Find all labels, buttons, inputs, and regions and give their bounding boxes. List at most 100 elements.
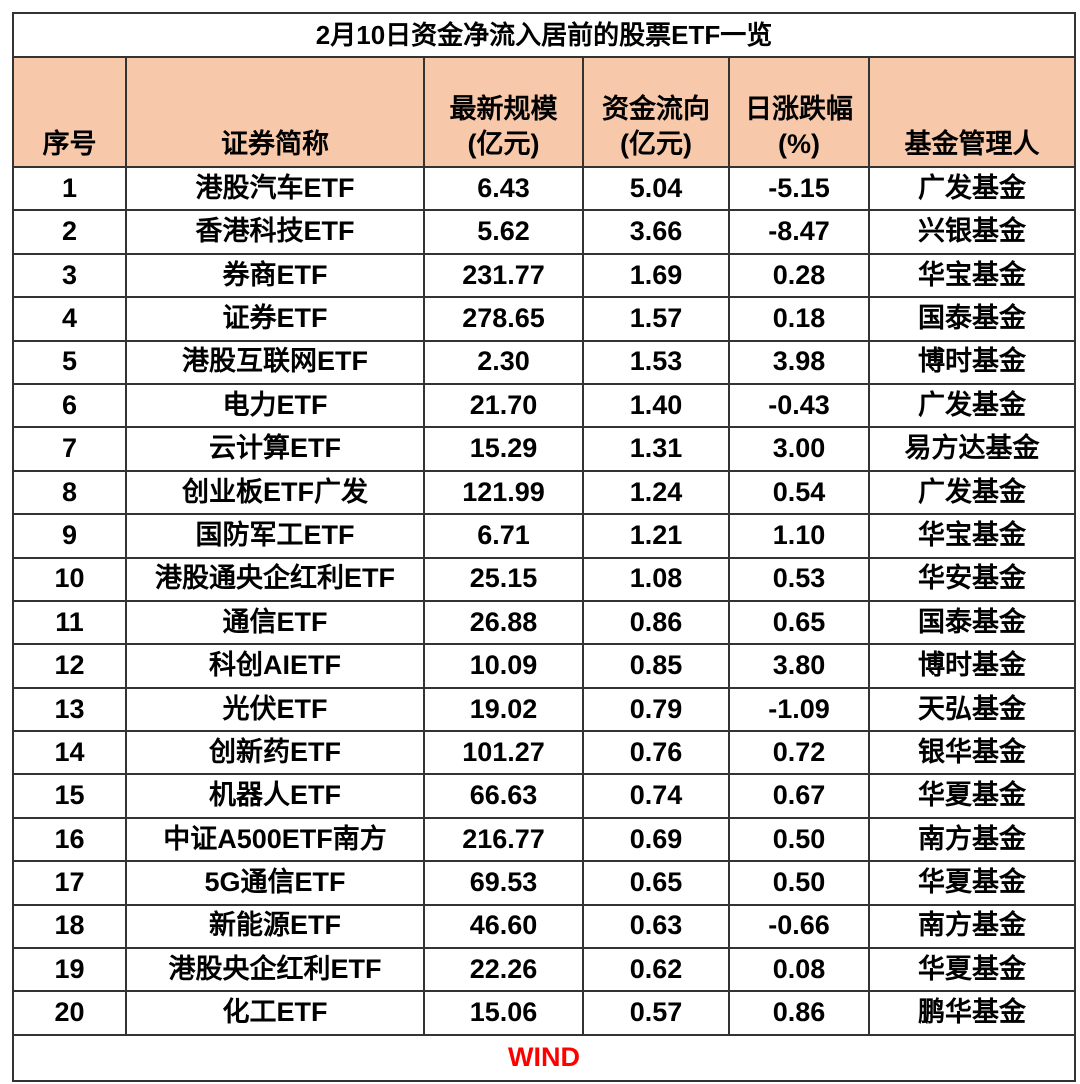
header-index: 序号 bbox=[12, 56, 127, 168]
cell-index: 4 bbox=[12, 296, 127, 342]
table-row: 3 券商ETF 231.77 1.69 0.28 华宝基金 bbox=[12, 252, 1077, 299]
table-title: 2月10日资金净流入居前的股票ETF一览 bbox=[11, 12, 1077, 58]
cell-net-flow: 0.86 bbox=[582, 599, 730, 646]
cell-security-name: 光伏ETF bbox=[125, 686, 425, 733]
cell-net-flow: 0.85 bbox=[582, 643, 730, 689]
cell-daily-change: -1.09 bbox=[728, 686, 870, 733]
cell-index: 14 bbox=[12, 730, 127, 776]
cell-net-flow: 0.74 bbox=[582, 773, 730, 819]
cell-scale: 25.15 bbox=[423, 556, 584, 602]
cell-index: 12 bbox=[12, 643, 127, 689]
cell-security-name: 创新药ETF bbox=[125, 730, 425, 776]
cell-index: 11 bbox=[12, 599, 127, 646]
cell-security-name: 港股通央企红利ETF bbox=[125, 556, 425, 602]
cell-daily-change: 0.18 bbox=[728, 296, 870, 342]
cell-scale: 101.27 bbox=[423, 730, 584, 776]
header-fund-manager: 基金管理人 bbox=[867, 56, 1077, 168]
cell-security-name: 化工ETF bbox=[125, 990, 425, 1036]
cell-security-name: 港股汽车ETF bbox=[125, 165, 425, 212]
header-row: 序号 证券简称 最新规模 (亿元) 资金流向 (亿元) 日涨跌幅 (%) 基金管理人 bbox=[12, 56, 1077, 168]
cell-security-name: 通信ETF bbox=[125, 599, 425, 646]
table-body: 1 港股汽车ETF 6.43 5.04 -5.15 广发基金 2 香港科技ETF 5.62 3.6… bbox=[12, 165, 1077, 1036]
table-row: 4 证券ETF 278.65 1.57 0.18 国泰基金 bbox=[12, 296, 1077, 342]
cell-net-flow: 1.40 bbox=[582, 382, 730, 429]
cell-daily-change: 0.86 bbox=[728, 990, 870, 1036]
cell-security-name: 券商ETF bbox=[125, 252, 425, 299]
cell-scale: 19.02 bbox=[423, 686, 584, 733]
cell-scale: 15.06 bbox=[423, 990, 584, 1036]
cell-net-flow: 0.63 bbox=[582, 903, 730, 950]
cell-security-name: 机器人ETF bbox=[125, 773, 425, 819]
cell-scale: 10.09 bbox=[423, 643, 584, 689]
table-row: 20 化工ETF 15.06 0.57 0.86 鹏华基金 bbox=[12, 990, 1077, 1036]
cell-daily-change: 0.53 bbox=[728, 556, 870, 602]
cell-daily-change: 1.10 bbox=[728, 513, 870, 559]
table-row: 8 创业板ETF广发 121.99 1.24 0.54 广发基金 bbox=[12, 469, 1077, 516]
table-row: 14 创新药ETF 101.27 0.76 0.72 银华基金 bbox=[12, 730, 1077, 776]
cell-fund-manager: 国泰基金 bbox=[867, 599, 1077, 646]
cell-fund-manager: 华宝基金 bbox=[867, 513, 1077, 559]
cell-security-name: 香港科技ETF bbox=[125, 209, 425, 255]
header-security-name: 证券简称 bbox=[125, 56, 425, 168]
cell-index: 18 bbox=[12, 903, 127, 950]
cell-index: 1 bbox=[12, 165, 127, 212]
cell-net-flow: 3.66 bbox=[582, 209, 730, 255]
cell-net-flow: 0.79 bbox=[582, 686, 730, 733]
cell-daily-change: -0.43 bbox=[728, 382, 870, 429]
cell-daily-change: 0.28 bbox=[728, 252, 870, 299]
table-row: 2 香港科技ETF 5.62 3.66 -8.47 兴银基金 bbox=[12, 209, 1077, 255]
cell-scale: 278.65 bbox=[423, 296, 584, 342]
cell-security-name: 云计算ETF bbox=[125, 426, 425, 472]
cell-index: 7 bbox=[12, 426, 127, 472]
cell-fund-manager: 广发基金 bbox=[867, 382, 1077, 429]
cell-fund-manager: 博时基金 bbox=[867, 339, 1077, 385]
cell-net-flow: 1.21 bbox=[582, 513, 730, 559]
header-line: 资金流向 bbox=[602, 93, 710, 124]
header-line: (亿元) bbox=[620, 129, 692, 160]
cell-scale: 6.43 bbox=[423, 165, 584, 212]
header-daily-change: 日涨跌幅 (%) bbox=[728, 56, 870, 168]
cell-net-flow: 1.08 bbox=[582, 556, 730, 602]
cell-index: 8 bbox=[12, 469, 127, 516]
cell-index: 6 bbox=[12, 382, 127, 429]
cell-daily-change: -8.47 bbox=[728, 209, 870, 255]
cell-security-name: 证券ETF bbox=[125, 296, 425, 342]
cell-fund-manager: 兴银基金 bbox=[867, 209, 1077, 255]
cell-scale: 46.60 bbox=[423, 903, 584, 950]
cell-fund-manager: 国泰基金 bbox=[867, 296, 1077, 342]
cell-security-name: 5G通信ETF bbox=[125, 860, 425, 906]
table-row: 19 港股央企红利ETF 22.26 0.62 0.08 华夏基金 bbox=[12, 947, 1077, 993]
cell-security-name: 科创AIETF bbox=[125, 643, 425, 689]
cell-scale: 15.29 bbox=[423, 426, 584, 472]
table-row: 15 机器人ETF 66.63 0.74 0.67 华夏基金 bbox=[12, 773, 1077, 819]
header-line: (%) bbox=[778, 129, 820, 160]
cell-fund-manager: 银华基金 bbox=[867, 730, 1077, 776]
cell-net-flow: 0.62 bbox=[582, 947, 730, 993]
cell-fund-manager: 南方基金 bbox=[867, 903, 1077, 950]
header-scale: 最新规模 (亿元) bbox=[423, 56, 584, 168]
cell-net-flow: 1.57 bbox=[582, 296, 730, 342]
cell-index: 20 bbox=[12, 990, 127, 1036]
table-row: 18 新能源ETF 46.60 0.63 -0.66 南方基金 bbox=[12, 903, 1077, 950]
cell-daily-change: -0.66 bbox=[728, 903, 870, 950]
table-row: 11 通信ETF 26.88 0.86 0.65 国泰基金 bbox=[12, 599, 1077, 646]
header-line: 基金管理人 bbox=[904, 129, 1040, 160]
header-line: 日涨跌幅 bbox=[745, 93, 853, 124]
cell-index: 9 bbox=[12, 513, 127, 559]
cell-fund-manager: 易方达基金 bbox=[867, 426, 1077, 472]
cell-daily-change: 0.54 bbox=[728, 469, 870, 516]
cell-scale: 121.99 bbox=[423, 469, 584, 516]
cell-security-name: 电力ETF bbox=[125, 382, 425, 429]
cell-scale: 21.70 bbox=[423, 382, 584, 429]
header-line: 证券简称 bbox=[221, 129, 329, 160]
cell-scale: 66.63 bbox=[423, 773, 584, 819]
cell-index: 10 bbox=[12, 556, 127, 602]
table-row: 12 科创AIETF 10.09 0.85 3.80 博时基金 bbox=[12, 643, 1077, 689]
cell-daily-change: 0.50 bbox=[728, 860, 870, 906]
cell-fund-manager: 华安基金 bbox=[867, 556, 1077, 602]
cell-net-flow: 1.53 bbox=[582, 339, 730, 385]
table-row: 9 国防军工ETF 6.71 1.21 1.10 华宝基金 bbox=[12, 513, 1077, 559]
table-row: 10 港股通央企红利ETF 25.15 1.08 0.53 华安基金 bbox=[12, 556, 1077, 602]
cell-security-name: 国防军工ETF bbox=[125, 513, 425, 559]
cell-index: 5 bbox=[12, 339, 127, 385]
